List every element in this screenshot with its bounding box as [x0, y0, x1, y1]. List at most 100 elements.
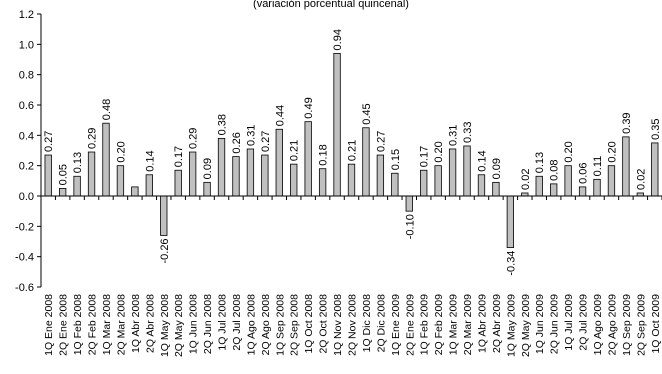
- x-tick-label: 2Q Abr 2009: [491, 294, 503, 353]
- bar: [59, 188, 67, 197]
- bar-value-label: 0.49: [303, 97, 315, 118]
- bar: [506, 195, 515, 248]
- bar-value-label: 0.31: [245, 125, 257, 146]
- x-tick-label: 1Q Feb 2008: [72, 294, 84, 355]
- y-tick-label: 1.2: [19, 9, 34, 21]
- x-tick-label: 1Q Mar 2008: [101, 294, 113, 355]
- x-tick-label: 2Q May 2009: [520, 294, 532, 357]
- bar-value-label: -0.10: [404, 214, 416, 239]
- bar-value-label: 0.17: [173, 146, 185, 167]
- x-tick-label: 2Q Ene 2008: [58, 294, 70, 356]
- bar-value-label: 0.13: [534, 152, 546, 173]
- bar-value-label: -0.26: [159, 238, 171, 263]
- x-tick-label: 2Q Jun 2008: [202, 294, 214, 354]
- bar: [131, 186, 139, 197]
- y-tick-label: 0.0: [19, 191, 34, 203]
- bar: [463, 145, 471, 197]
- x-tick-label: 1Q Oct 2009: [650, 294, 662, 354]
- x-tick-label: 1Q Ago 2008: [245, 294, 257, 355]
- x-tick-label: 1Q Ene 2009: [390, 294, 402, 356]
- bar: [261, 154, 269, 197]
- x-tick-label: 2Q Nov 2008: [347, 294, 359, 356]
- bar: [593, 178, 601, 197]
- x-tick-label: 2Q Sep 2008: [289, 294, 301, 356]
- bar: [87, 151, 96, 197]
- y-axis: -0.6 -0.4 -0.2 0.0 0.2 0.4 0.6 0.8 1.0 1.2: [15, 9, 42, 294]
- bar-value-label: 0.21: [289, 140, 301, 161]
- bar-value-label: 0.26: [231, 132, 243, 153]
- bar: [145, 174, 153, 197]
- bar: [44, 154, 52, 197]
- bar-value-label: 0.02: [635, 169, 647, 190]
- bar: [564, 165, 572, 197]
- x-axis: 1Q Ene 2008 2Q Ene 2008 1Q Feb 2008 2Q Feb …: [40, 195, 662, 357]
- bars-group: 0.270.050.130.290.480.20 0.14-0.260.170.2…: [43, 29, 662, 276]
- bar-value-label: 0.21: [347, 140, 359, 161]
- x-tick-label: 1Q Sep 2009: [621, 294, 633, 356]
- x-tick-label: 1Q Jul 2009: [563, 294, 575, 351]
- x-tick-label: 1Q May 2009: [505, 294, 517, 357]
- bar: [318, 168, 327, 197]
- bar: [304, 121, 312, 197]
- bar: [578, 186, 587, 197]
- bar-value-label: 0.20: [606, 141, 618, 162]
- x-tick-label: 2Q Ene 2009: [404, 294, 416, 356]
- bar: [651, 142, 659, 197]
- y-tick-label: 0.6: [19, 100, 34, 112]
- bar: [73, 175, 81, 197]
- bar-value-label: 0.29: [87, 128, 99, 149]
- bar: [376, 154, 385, 197]
- bar-value-label: 0.06: [578, 162, 590, 183]
- bar: [188, 151, 197, 197]
- x-tick-label: 1Q Oct 2008: [303, 294, 315, 354]
- x-tick-label: 1Q Abr 2008: [130, 294, 142, 353]
- x-tick-label: 2Q Dic 2008: [375, 294, 387, 353]
- bar-value-label: 0.20: [115, 141, 127, 162]
- bar: [174, 169, 182, 197]
- bar-value-label: 0.13: [72, 152, 84, 173]
- y-tick-label: 1.0: [19, 39, 34, 51]
- bar-value-label: 0.33: [462, 122, 474, 143]
- bar-value-label: 0.35: [650, 118, 662, 139]
- x-tick-label: 1Q Ago 2009: [592, 294, 604, 355]
- bar-value-label: 0.08: [549, 159, 561, 180]
- y-tick-label: 0.2: [19, 161, 34, 173]
- bar-value-label: 0.29: [188, 128, 200, 149]
- x-tick-label: 2Q Oct 2008: [318, 294, 330, 354]
- bar-value-label: 0.45: [361, 103, 373, 124]
- x-tick-label: 2Q May 2008: [173, 294, 185, 357]
- bar: [160, 195, 168, 236]
- x-tick-label: 1Q Abr 2009: [476, 294, 488, 353]
- bar-value-label: 0.20: [563, 141, 575, 162]
- bar: [448, 148, 457, 197]
- bar-value-label: 0.27: [43, 131, 55, 152]
- bar-value-label: 0.27: [375, 131, 387, 152]
- bar-value-label: 0.27: [260, 131, 272, 152]
- bar: [535, 175, 543, 197]
- bar: [116, 165, 125, 197]
- bar: [607, 165, 616, 197]
- x-tick-label: 2Q Ago 2009: [606, 294, 618, 355]
- bar-value-label: 0.20: [433, 141, 445, 162]
- bar: [434, 165, 442, 197]
- bar: [203, 181, 211, 197]
- x-tick-label: 2Q Mar 2008: [115, 294, 127, 355]
- y-tick-label: -0.2: [15, 221, 34, 233]
- bar: [333, 53, 341, 197]
- bar-value-label: 0.18: [318, 144, 330, 165]
- x-tick-label: 1Q Sep 2008: [274, 294, 286, 356]
- bar: [275, 128, 283, 197]
- bar: [362, 127, 370, 197]
- bar-value-label: 0.44: [274, 105, 286, 126]
- y-tick-label: -0.4: [15, 252, 34, 264]
- x-tick-label: 1Q Jun 2009: [534, 294, 546, 354]
- bar-value-label: 0.09: [202, 158, 214, 179]
- x-tick-label: 1Q Ene 2008: [43, 294, 55, 356]
- bar-value-label: 0.15: [390, 149, 402, 170]
- bar: [232, 156, 240, 197]
- bar-value-label: 0.02: [520, 169, 532, 190]
- bar-value-label: -0.34: [505, 251, 517, 276]
- bar-value-label: 0.05: [58, 164, 70, 185]
- bar: [550, 183, 558, 197]
